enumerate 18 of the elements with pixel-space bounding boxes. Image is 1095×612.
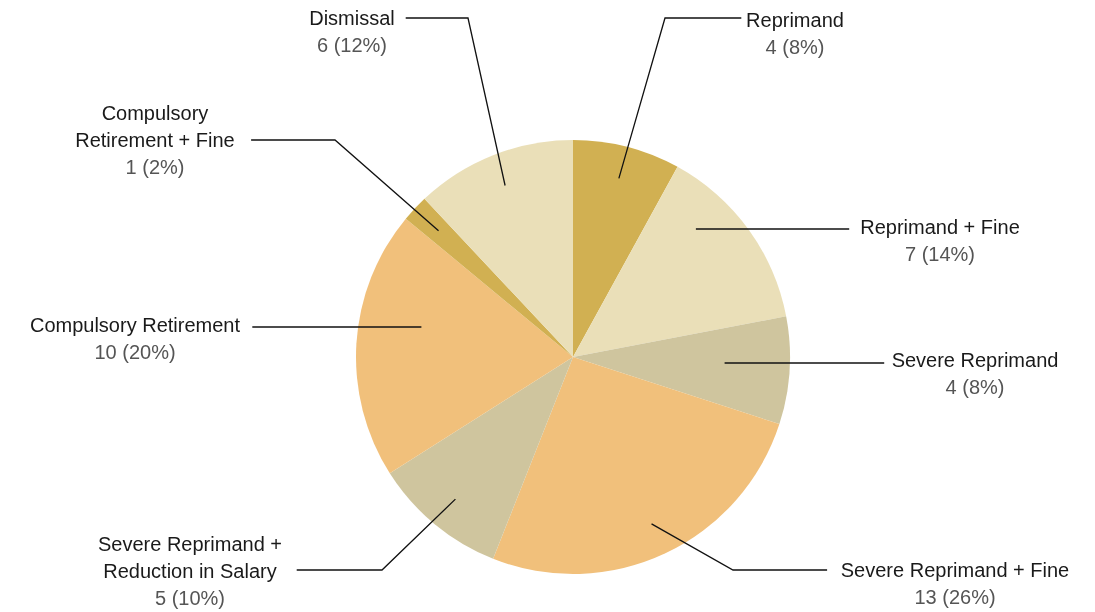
pie-slice [573,316,790,425]
pie-slice [389,357,573,559]
slice-label: Dismissal [309,7,395,29]
slice-label: Reprimand + Fine [860,216,1020,238]
data-label: 4 (8%) [765,36,825,58]
slice-label: Severe Reprimand + Fine [840,559,1070,581]
data-label: 7 (14%) [904,243,976,265]
data-label: 5 (10%) [154,587,226,609]
slice-label: Compulsory Retirement + Fine [75,102,235,151]
data-label: 4 (8%) [945,376,1005,398]
slice-label: Severe Reprimand [891,349,1059,371]
slice-label: Severe Reprimand + Reduction in Salary [98,533,282,582]
data-label: 6 (12%) [316,34,388,56]
data-label: 10 (20%) [94,341,176,363]
slice-label: Compulsory Retirement [29,314,241,336]
data-label: 1 (2%) [125,156,185,178]
data-label: 13 (26%) [914,586,996,608]
slice-label: Reprimand [746,9,844,31]
